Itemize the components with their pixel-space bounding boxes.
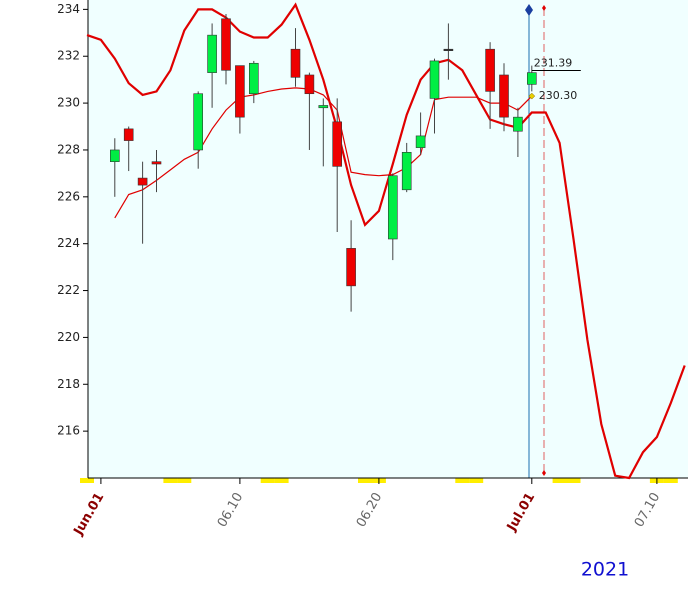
weekend-marker [552,478,567,483]
candle-body [207,34,217,73]
candle-body [249,62,259,95]
candle-body [221,18,231,71]
weekend-marker [358,478,372,483]
y-tick-label: 226 [57,189,80,203]
candle-body [304,74,315,95]
y-tick-label: 218 [57,377,80,391]
weekend-marker [80,478,94,483]
candle-body [526,72,537,85]
forecast-marker [542,5,546,11]
band-line [86,2,686,480]
candle-body [401,152,412,191]
candle-body [290,48,301,78]
candle-body [332,121,343,167]
y-tick-label: 220 [57,330,80,344]
x-tick-label: 06.20 [354,490,386,530]
y-tick-label: 222 [57,283,80,297]
weekend-marker [663,478,678,483]
candle-body [429,60,440,99]
candle-body [123,128,134,141]
price-marker [528,92,536,100]
weekend-marker [163,478,178,483]
weekend-marker [455,478,470,483]
candle-body [137,177,148,186]
candle-body [513,116,523,132]
candle-body [415,135,426,148]
weekend-marker [274,478,289,483]
y-tick-label: 230 [57,96,80,110]
x-tick-label: 06.10 [215,490,247,530]
price-label: 231.39 [534,57,573,70]
weekend-marker [177,478,192,483]
weekend-marker [469,478,484,483]
candle-body [318,105,329,109]
year-label: 2021 [581,559,629,581]
cursor-marker [525,4,533,16]
x-tick-label: Jun.01 [71,490,108,539]
candle-body [499,74,509,118]
y-tick-label: 232 [57,49,80,63]
candle-body [151,161,162,165]
candle-body [485,48,495,92]
price-label: 230.30 [539,89,578,102]
y-tick-label: 234 [57,2,80,16]
forecast-marker [542,470,546,476]
weekend-marker [566,478,581,483]
candle-body [387,175,398,240]
band-line [114,87,533,219]
weekend-marker [260,478,275,483]
y-tick-label: 216 [57,424,80,438]
candle-body [110,149,120,162]
y-tick-label: 224 [57,236,80,250]
candle-body [346,248,356,287]
y-tick-label: 228 [57,142,80,156]
x-tick-label: Jul.01 [504,490,538,534]
candle-body [443,48,454,52]
candle-body [193,93,203,151]
candle-body [235,65,245,118]
x-tick-label: 07.10 [632,490,664,530]
